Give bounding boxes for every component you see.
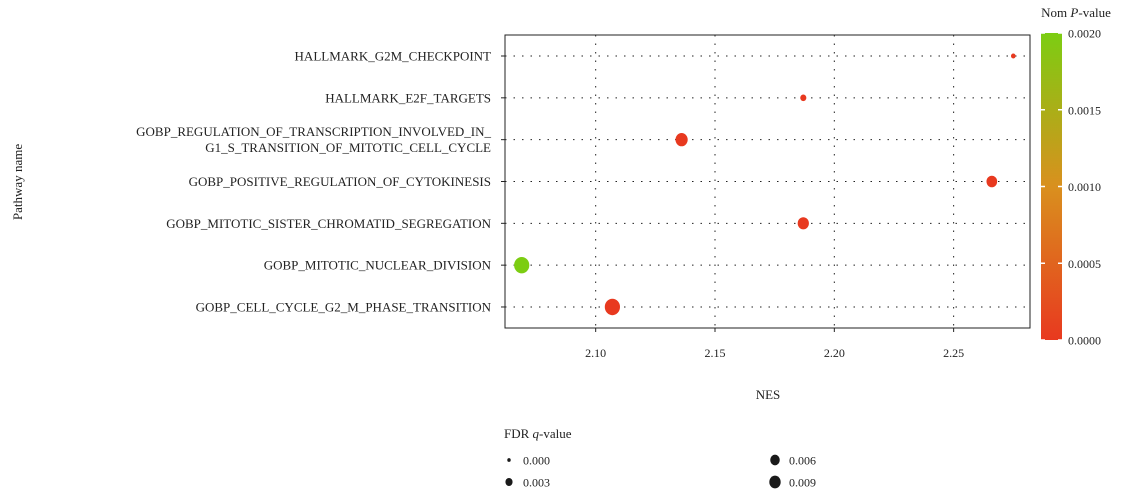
color-legend-label: 0.0015 (1068, 103, 1101, 117)
size-legend-label: 0.003 (523, 476, 550, 490)
y-tick-label: HALLMARK_E2F_TARGETS (325, 90, 491, 105)
x-axis: 2.10 2.15 2.20 2.25 (585, 328, 964, 360)
data-points (514, 53, 1016, 316)
grid-lines (505, 35, 1030, 328)
y-tick-label: HALLMARK_G2M_CHECKPOINT (295, 49, 492, 64)
size-legend: FDR q-value 0.000 0.006 0.003 0.009 (504, 426, 816, 490)
color-legend-bar (1041, 33, 1062, 340)
color-legend-label: 0.0005 (1068, 257, 1101, 271)
size-legend-title: FDR q-value (504, 426, 572, 441)
x-axis-title: NES (756, 387, 781, 402)
x-tick-label: 2.20 (824, 346, 845, 360)
y-tick-label: GOBP_MITOTIC_NUCLEAR_DIVISION (264, 258, 492, 273)
y-axis: HALLMARK_G2M_CHECKPOINT HALLMARK_E2F_TARG… (136, 49, 505, 314)
size-legend-symbol (769, 475, 781, 489)
y-tick-label: GOBP_REGULATION_OF_TRANSCRIPTION_INVOLVE… (136, 124, 491, 155)
y-tick-label: GOBP_POSITIVE_REGULATION_OF_CYTOKINESIS (189, 174, 491, 189)
data-point (604, 298, 620, 316)
size-legend-symbol (505, 477, 513, 487)
data-point (986, 175, 998, 188)
data-point (675, 133, 688, 147)
y-axis-title: Pathway name (10, 144, 25, 220)
size-legend-symbol (507, 458, 511, 462)
x-tick-label: 2.25 (943, 346, 964, 360)
y-tick-label: GOBP_MITOTIC_SISTER_CHROMATID_SEGREGATIO… (166, 216, 491, 231)
y-tick-label: GOBP_CELL_CYCLE_G2_M_PHASE_TRANSITION (196, 299, 492, 314)
size-legend-label: 0.000 (523, 454, 550, 468)
x-tick-label: 2.15 (705, 346, 726, 360)
color-legend: Nom P-value 0.0020 0.0015 0.0010 0.0005 0.00… (1041, 5, 1111, 348)
color-legend-label: 0.0000 (1068, 334, 1101, 348)
data-point (1010, 53, 1016, 59)
x-tick-label: 2.10 (585, 346, 606, 360)
color-legend-label: 0.0020 (1068, 27, 1101, 41)
size-legend-label: 0.006 (789, 454, 816, 468)
color-legend-label: 0.0010 (1068, 180, 1101, 194)
data-point (514, 256, 530, 274)
color-legend-title: Nom P-value (1041, 5, 1111, 20)
size-legend-label: 0.009 (789, 476, 816, 490)
size-legend-symbol (770, 454, 780, 466)
data-point (797, 217, 809, 230)
data-point (800, 94, 807, 102)
plot-frame (504, 34, 1031, 329)
